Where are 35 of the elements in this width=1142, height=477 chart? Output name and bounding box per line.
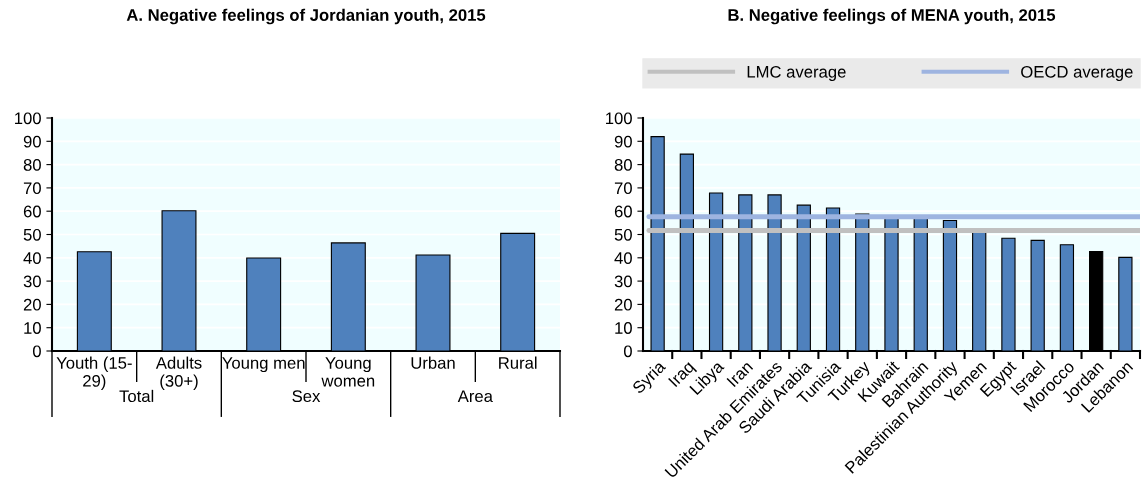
y-tick-label: 20 — [614, 298, 632, 311]
y-tick-label: 100 — [606, 112, 632, 125]
y-tick-label: 70 — [23, 182, 41, 195]
y-tick-label: 10 — [615, 322, 632, 334]
x-tick-label: Urban — [411, 356, 455, 369]
text: Total — [119, 389, 154, 403]
y-tick-label: 80 — [23, 159, 41, 171]
y-tick-label: 50 — [23, 228, 41, 241]
y-tick-label: 90 — [23, 135, 41, 148]
x-tick-label: Young women — [321, 357, 375, 387]
text: Sex — [292, 390, 321, 403]
x-tick-label: Young men — [222, 357, 305, 373]
y-tick-label: 70 — [614, 182, 632, 195]
x-tick-label: Youth (15- 29) — [56, 356, 132, 391]
y-tick-label: 30 — [614, 275, 632, 288]
y-tick-label: 60 — [23, 205, 41, 218]
y-tick-label: 10 — [24, 322, 41, 334]
y-tick-label: 40 — [614, 252, 632, 264]
legend-label: OECD average — [1021, 65, 1133, 82]
y-tick-label: 100 — [15, 112, 41, 125]
y-tick-label: 20 — [23, 298, 41, 311]
x-tick-label: Adults (30+) — [155, 356, 202, 391]
y-tick-label: 0 — [623, 345, 632, 358]
y-tick-label: 50 — [614, 228, 632, 241]
x-tick-label: Rural — [499, 356, 537, 369]
y-tick-label: 60 — [614, 205, 632, 218]
text: Area — [457, 390, 493, 403]
y-tick-label: 40 — [23, 252, 41, 264]
chart-title: B. Negative feelings of MENA youth, 2015 — [728, 8, 1056, 25]
y-tick-label: 30 — [23, 275, 41, 288]
legend-label: LMC average — [747, 65, 846, 82]
y-tick-label: 90 — [614, 135, 632, 148]
y-tick-label: 0 — [32, 345, 41, 358]
chart-title: A. Negative feelings of Jordanian youth, 2015 — [126, 8, 486, 25]
y-tick-label: 80 — [614, 159, 632, 171]
